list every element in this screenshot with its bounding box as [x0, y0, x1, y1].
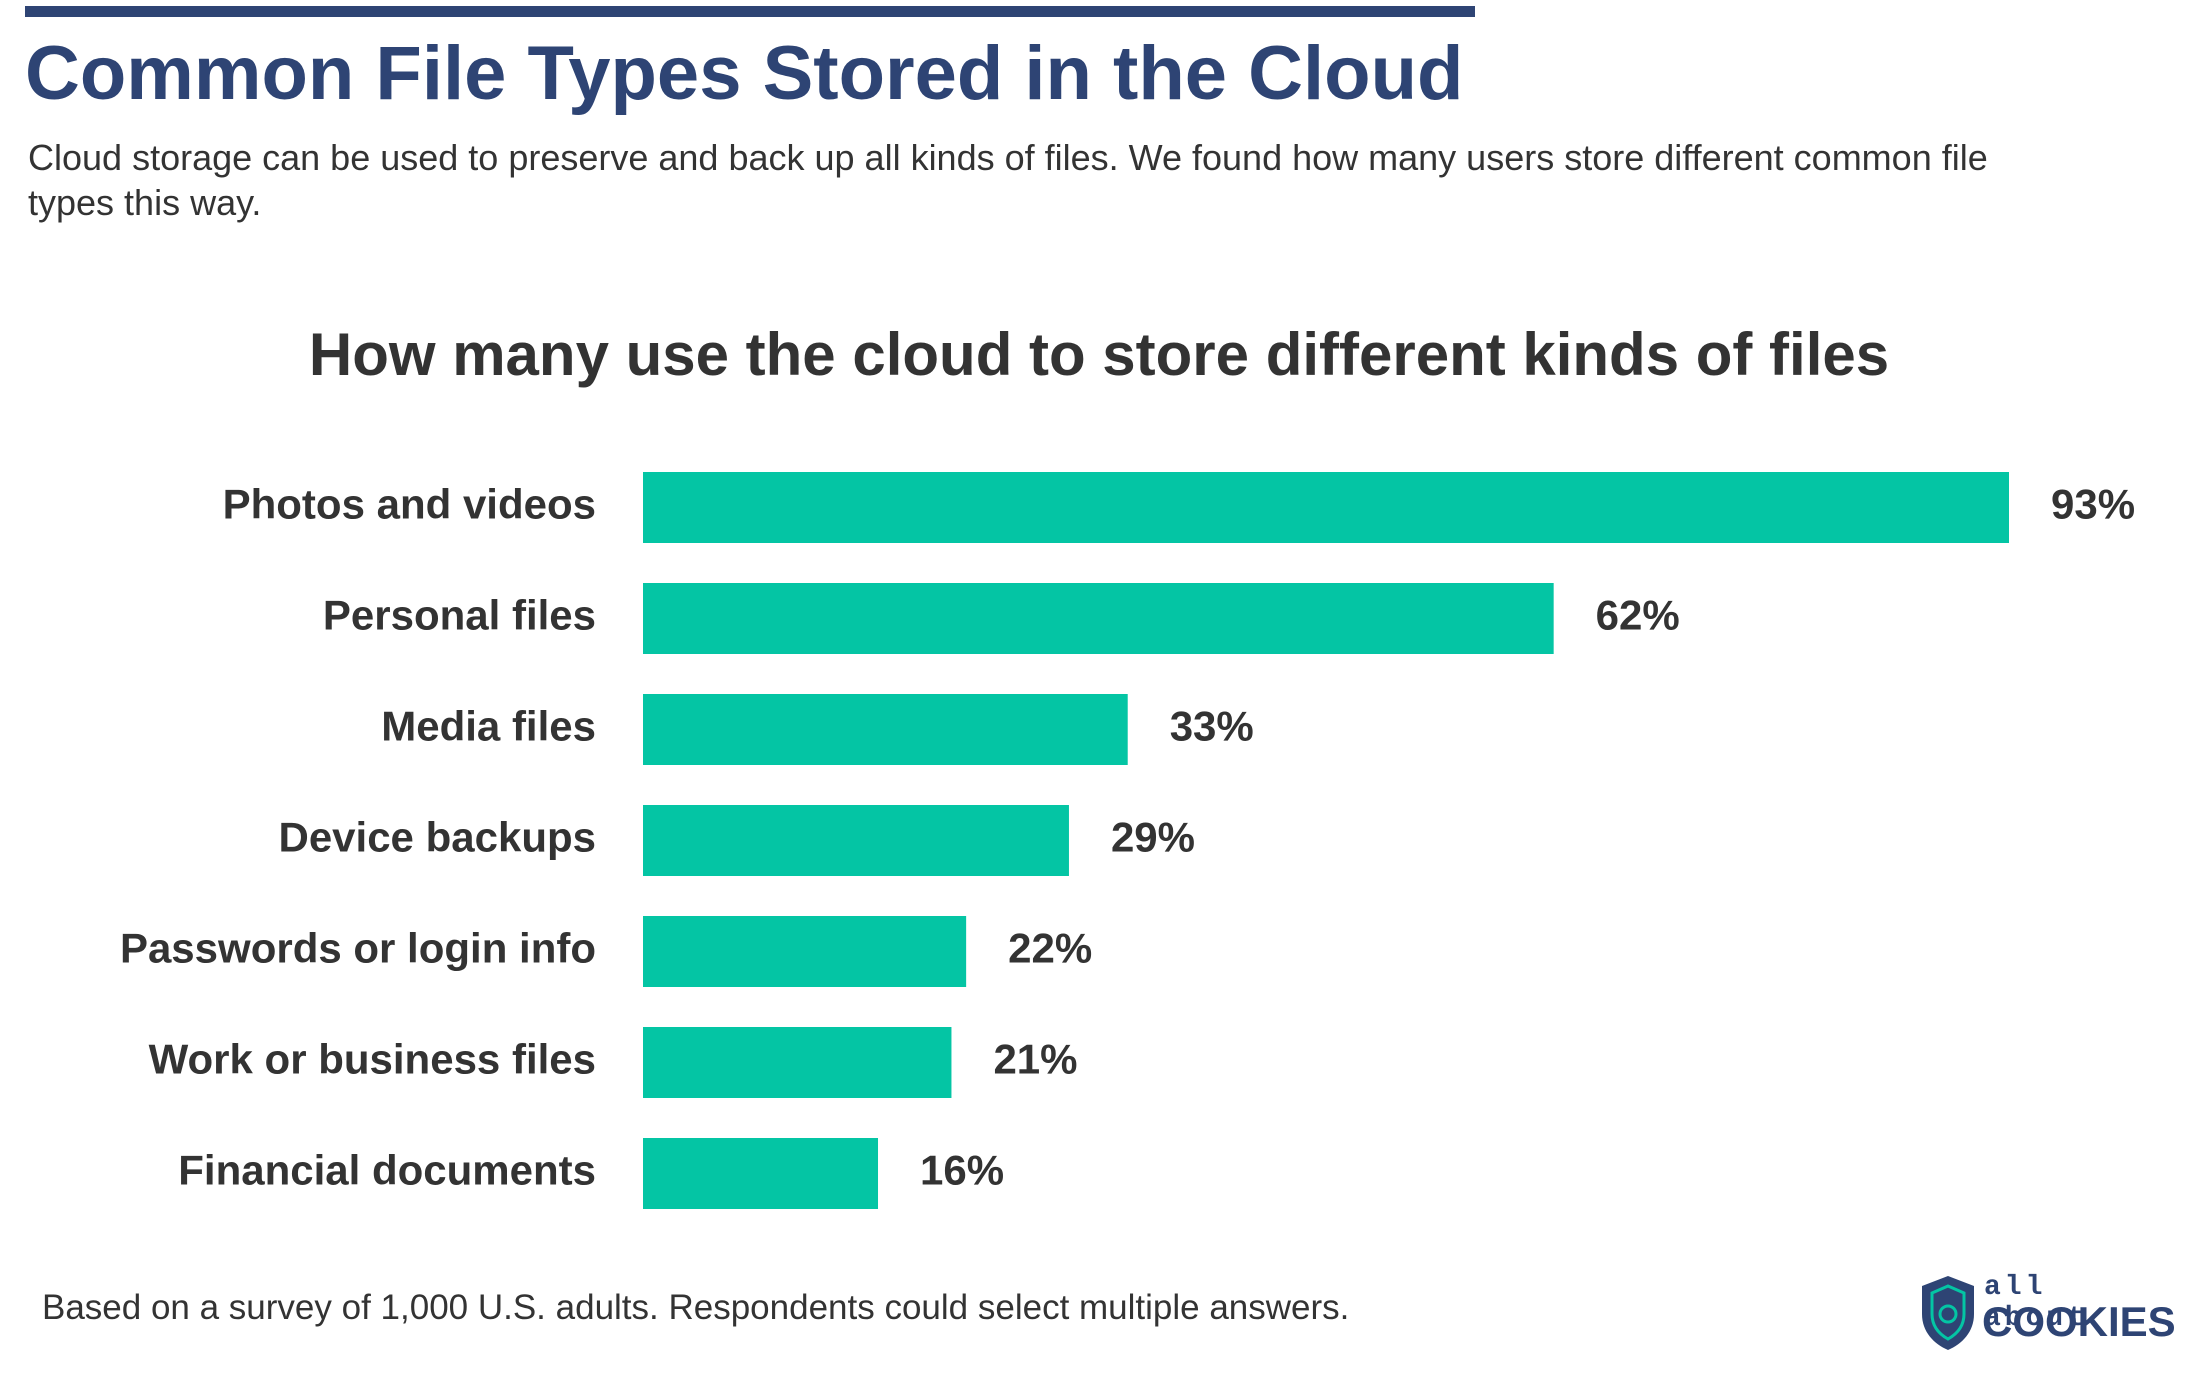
bar [643, 694, 1128, 765]
value-label: 16% [920, 1147, 1004, 1194]
logo-shield [1922, 1276, 1974, 1350]
page-subtitle: Cloud storage can be used to preserve an… [28, 137, 1988, 223]
bar [643, 583, 1554, 654]
bar [643, 1027, 952, 1098]
category-label: Personal files [323, 592, 596, 639]
category-label: Work or business files [149, 1036, 596, 1083]
value-label: 22% [1008, 925, 1092, 972]
bar [643, 1138, 879, 1209]
page-title: Common File Types Stored in the Cloud [25, 31, 1464, 116]
value-label: 62% [1596, 592, 1680, 639]
bar [643, 805, 1069, 876]
category-label: Media files [381, 703, 596, 750]
category-label: Passwords or login info [120, 925, 596, 972]
category-label: Photos and videos [223, 481, 596, 528]
bar [643, 916, 967, 987]
value-label: 29% [1111, 814, 1195, 861]
top-rule [25, 6, 1475, 17]
logo-text: all about [1984, 1272, 2089, 1334]
chart-title: How many use the cloud to store differen… [309, 321, 1889, 388]
bar [643, 472, 2009, 543]
category-label: Financial documents [178, 1147, 596, 1194]
value-label: 33% [1170, 703, 1254, 750]
value-label: 93% [2051, 481, 2135, 528]
logo-text: COOKIES [1982, 1298, 2176, 1345]
value-label: 21% [993, 1036, 1077, 1083]
footnote: Based on a survey of 1,000 U.S. adults. … [42, 1288, 1350, 1327]
logo: all about COOKIES [1918, 1272, 2176, 1352]
category-label: Device backups [278, 814, 596, 861]
